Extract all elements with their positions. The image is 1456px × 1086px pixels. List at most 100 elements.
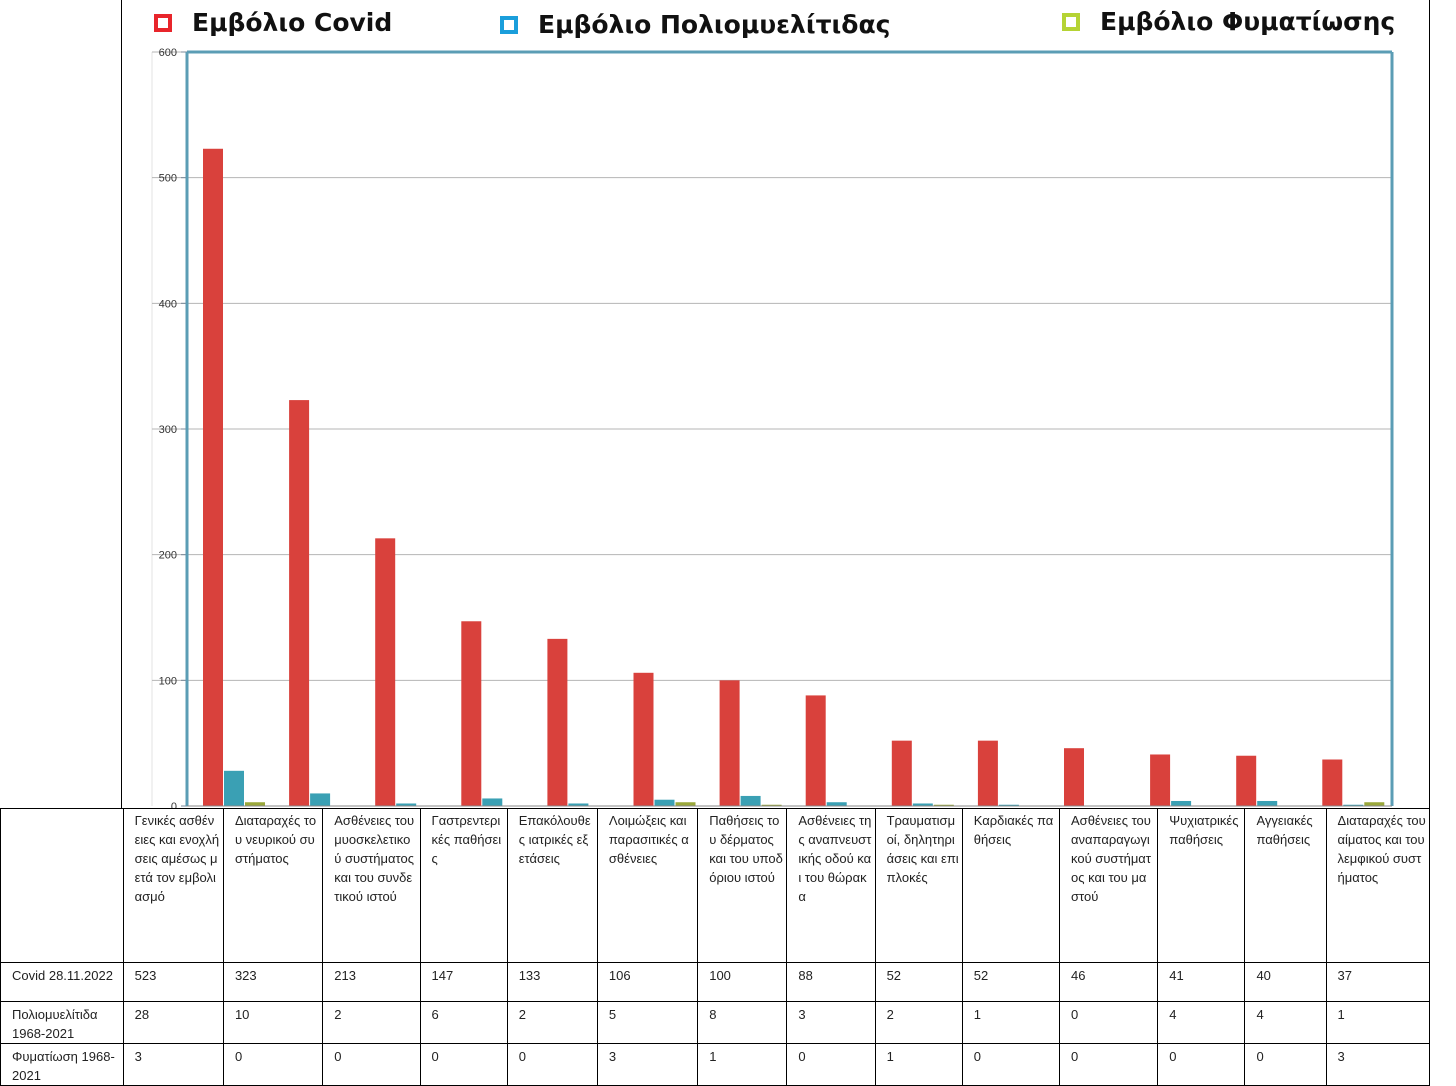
table-cell: 1 (1326, 1002, 1429, 1044)
bar (245, 802, 265, 806)
table-cell: 3 (787, 1002, 875, 1044)
table-cell: 3 (1326, 1044, 1429, 1086)
table-cell: 2 (323, 1002, 420, 1044)
table-header-cell: Ψυχιατρικές παθήσεις (1158, 809, 1245, 963)
bar (375, 538, 395, 806)
bar (1236, 756, 1256, 806)
y-tick-label: 200 (159, 550, 177, 562)
legend-label-tb: Εμβόλιο Φυματίωσης (1100, 7, 1395, 36)
bar (1171, 801, 1191, 806)
table-row-label: Covid 28.11.2022 (1, 963, 124, 1002)
legend-item-covid: Εμβόλιο Covid (154, 8, 392, 37)
bar (676, 802, 696, 806)
bar (978, 741, 998, 806)
data-table: Γενικές ασθένειες και ενοχλήσεις αμέσως … (0, 808, 1430, 1086)
table-cell: 10 (223, 1002, 322, 1044)
table-header-cell: Αγγειακές παθήσεις (1245, 809, 1326, 963)
table-header-cell: Διαταραχές του αίματος και του λεμφικού … (1326, 809, 1429, 963)
bar (289, 400, 309, 806)
table-cell: 0 (223, 1044, 322, 1086)
bar (482, 798, 502, 806)
y-tick-label: 500 (159, 173, 177, 185)
legend-label-polio: Εμβόλιο Πολιομυελίτιδας (538, 10, 890, 39)
bar (310, 793, 330, 806)
legend-swatch-polio (500, 16, 518, 34)
table-header-cell: Ασθένειες της αναπνευστικής οδού και του… (787, 809, 875, 963)
table-cell: 133 (507, 963, 597, 1002)
bar (720, 680, 740, 806)
bar-chart: 0 100 200 300 400 500 600 (0, 0, 1456, 808)
table-cell: 147 (420, 963, 507, 1002)
table-cell: 0 (507, 1044, 597, 1086)
table-cell: 323 (223, 963, 322, 1002)
legend-label-covid: Εμβόλιο Covid (192, 8, 392, 37)
table-cell: 2 (507, 1002, 597, 1044)
table-cell: 0 (787, 1044, 875, 1086)
table-header-cell: Γενικές ασθένειες και ενοχλήσεις αμέσως … (123, 809, 223, 963)
table-cell: 1 (875, 1044, 962, 1086)
table-cell: 46 (1060, 963, 1158, 1002)
table-cell: 52 (875, 963, 962, 1002)
bar (547, 639, 567, 806)
table-cell: 3 (597, 1044, 697, 1086)
y-tick-label: 300 (159, 424, 177, 436)
bar (1150, 754, 1170, 806)
table-cell: 0 (1060, 1002, 1158, 1044)
table-cell: 4 (1245, 1002, 1326, 1044)
table-cell: 0 (420, 1044, 507, 1086)
bar (1257, 801, 1277, 806)
bar (741, 796, 761, 806)
table-cell: 106 (597, 963, 697, 1002)
table-cell: 523 (123, 963, 223, 1002)
table-cell: 0 (1245, 1044, 1326, 1086)
table-header-row: Γενικές ασθένειες και ενοχλήσεις αμέσως … (1, 809, 1430, 963)
table-cell: 88 (787, 963, 875, 1002)
table-cell: 100 (698, 963, 787, 1002)
bar (892, 741, 912, 806)
bar (634, 673, 654, 806)
table-cell: 28 (123, 1002, 223, 1044)
bar (203, 149, 223, 806)
table-cell: 6 (420, 1002, 507, 1044)
table-cell: 41 (1158, 963, 1245, 1002)
bar (461, 621, 481, 806)
table-cell: 4 (1158, 1002, 1245, 1044)
y-tick-label: 400 (159, 298, 177, 310)
table-cell: 0 (1060, 1044, 1158, 1086)
table-header-cell: Γαστρεντερικές παθήσεις (420, 809, 507, 963)
table-header-cell: Επακόλουθες ιατρικές εξετάσεις (507, 809, 597, 963)
legend-item-polio: Εμβόλιο Πολιομυελίτιδας (500, 10, 890, 39)
table-cell: 0 (323, 1044, 420, 1086)
bar (806, 695, 826, 806)
table-header-cell: Τραυματισμοί, δηλητηριάσεις και επιπλοκέ… (875, 809, 962, 963)
bar (1322, 760, 1342, 806)
table-header-cell: Καρδιακές παθήσεις (962, 809, 1059, 963)
bar (1364, 802, 1384, 806)
table-cell: 3 (123, 1044, 223, 1086)
y-tick-label: 100 (159, 675, 177, 687)
table-row-label: Φυματίωση 1968-2021 (1, 1044, 124, 1086)
table-header-cell: Παθήσεις του δέρματος και του υποδόριου … (698, 809, 787, 963)
bar (827, 802, 847, 806)
table-header-cell: Λοιμώξεις και παρασιτικές ασθένειες (597, 809, 697, 963)
bar (1064, 748, 1084, 806)
table-cell: 8 (698, 1002, 787, 1044)
table-header-cell: Διαταραχές του νευρικού συστήματος (223, 809, 322, 963)
table-cell: 0 (962, 1044, 1059, 1086)
table-header-cell: Ασθένειες του μυοσκελετικού συστήματος κ… (323, 809, 420, 963)
legend-swatch-covid (154, 14, 172, 32)
legend-swatch-tb (1062, 13, 1080, 31)
table-cell: 40 (1245, 963, 1326, 1002)
table-corner-cell (1, 809, 124, 963)
table-header-cell: Ασθένειες του αναπαραγωγικού συστήματος … (1060, 809, 1158, 963)
table-cell: 0 (1158, 1044, 1245, 1086)
y-tick-label: 0 (171, 801, 177, 808)
bar (655, 800, 675, 806)
chart-legend: Εμβόλιο Covid Εμβόλιο Πολιομυελίτιδας Εμ… (0, 0, 1456, 46)
y-tick-label: 600 (159, 47, 177, 59)
bar (224, 771, 244, 806)
legend-item-tb: Εμβόλιο Φυματίωσης (1062, 7, 1395, 36)
table-cell: 1 (962, 1002, 1059, 1044)
